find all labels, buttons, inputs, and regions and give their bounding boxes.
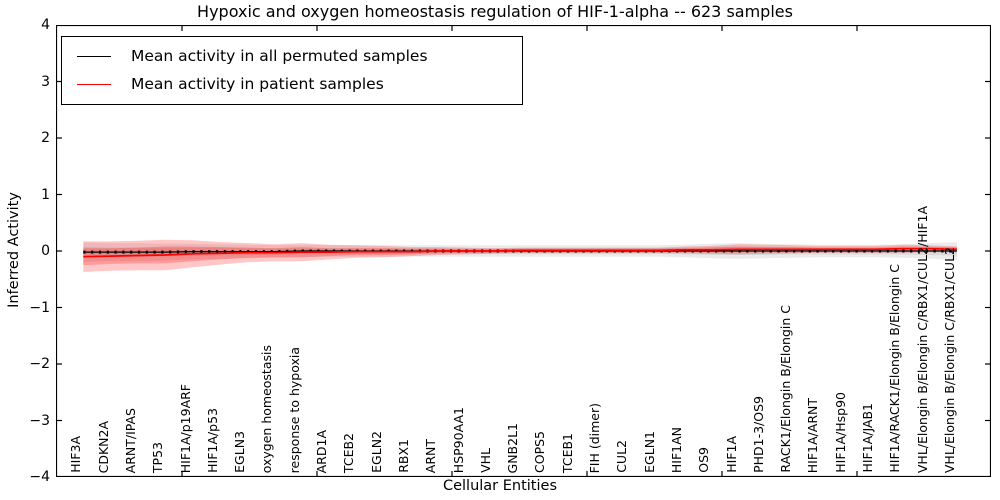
legend: Mean activity in all permuted samples Me…	[61, 36, 523, 105]
x-category-label: EGLN1	[641, 431, 657, 473]
x-category-label: VHL/Elongin B/Elongin C/RBX1/CUL2	[941, 246, 957, 473]
x-category-label: CUL2	[614, 440, 630, 473]
x-category-label: response to hypoxia	[286, 346, 302, 473]
mean-lines	[83, 247, 957, 258]
x-category-label: HIF1A/p53	[204, 408, 220, 473]
x-category-label: RBX1	[395, 439, 411, 473]
x-axis-label: Cellular Entities	[442, 478, 558, 494]
x-category-label: EGLN2	[368, 431, 384, 473]
x-category-label: VHL	[477, 448, 493, 473]
y-tick-label: 4	[41, 17, 50, 33]
x-category-label: HIF1A/JAB1	[860, 403, 875, 473]
x-category-label: HIF1A/Hsp90	[832, 392, 848, 473]
legend-item-permuted: Mean activity in all permuted samples	[62, 42, 522, 70]
patient-mean-line-sample	[77, 83, 111, 85]
x-category-label: HIF1A/p19ARF	[177, 383, 193, 473]
x-category-label: TCEB1	[559, 432, 575, 473]
x-category-label: TCEB2	[341, 432, 357, 473]
x-category-label: TP53	[150, 441, 166, 473]
y-tick-label: −4	[29, 469, 50, 485]
y-tick-label: −3	[29, 412, 50, 429]
x-category-label: FIH (dimer)	[587, 402, 602, 473]
y-tick-label: 3	[41, 73, 50, 90]
y-tick-label: −2	[29, 356, 50, 372]
x-category-label: ARD1A	[314, 429, 329, 473]
x-category-label: HIF3A	[68, 436, 84, 473]
x-category-label: HSP90AA1	[450, 406, 466, 473]
x-category-label: PHD1-3/OS9	[750, 396, 766, 473]
axis-ticks	[56, 25, 991, 477]
y-tick-label: 1	[41, 186, 50, 203]
legend-label-permuted: Mean activity in all permuted samples	[131, 47, 428, 65]
x-category-label: EGLN3	[232, 431, 248, 473]
x-category-label: COPS5	[532, 431, 548, 473]
x-category-label: HIF1A/ARNT	[805, 397, 821, 473]
confidence-bands	[83, 239, 957, 272]
x-category-label: ARNT	[423, 438, 439, 473]
x-category-label: ARNT/IPAS	[122, 407, 138, 473]
y-tick-label: 0	[41, 243, 50, 259]
x-category-label: CDKN2A	[95, 420, 111, 473]
x-category-label: HIF1A/RACK1/Elongin B/Elongin C	[887, 264, 903, 473]
x-category-label: OS9	[696, 447, 712, 473]
x-category-label: RACK1/Elongin B/Elongin C	[778, 305, 794, 473]
x-category-label: oxygen homeostasis	[259, 344, 275, 473]
y-tick-label: −1	[29, 299, 50, 316]
x-category-label: GNB2L1	[505, 422, 521, 473]
chart-title: Hypoxic and oxygen homeostasis regulatio…	[197, 2, 793, 21]
permuted-mean-line-sample	[77, 55, 111, 57]
legend-item-patient: Mean activity in patient samples	[62, 70, 522, 98]
legend-label-patient: Mean activity in patient samples	[131, 75, 384, 93]
plot-area	[56, 25, 991, 477]
x-category-label: VHL/Elongin B/Elongin C/RBX1/CUL2/HIF1A	[914, 205, 930, 473]
x-category-label: HIF1A	[723, 436, 739, 473]
x-category-label: HIF1AN	[668, 426, 684, 473]
y-tick-label: 2	[41, 130, 50, 146]
